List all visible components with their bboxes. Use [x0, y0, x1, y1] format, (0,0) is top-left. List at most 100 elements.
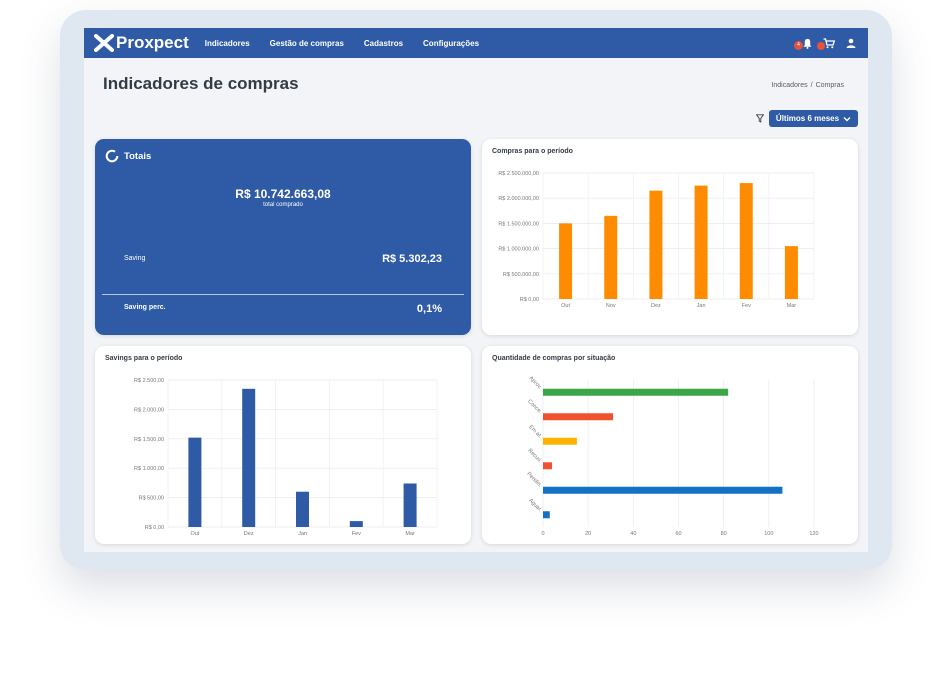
- savings-card: Savings para o período R$ 0,00 R$ 500,00 R…: [95, 346, 471, 544]
- bar-conce: [543, 413, 614, 421]
- situacao-chart-title: Quantidade de compras por situação: [492, 355, 616, 362]
- x-tick-label: 60: [675, 531, 681, 537]
- y-tick-label: R$ 2.000,00: [134, 407, 164, 413]
- y-tick-label: Em at.: [527, 424, 543, 440]
- saving-label: Saving: [124, 255, 146, 262]
- y-tick-label: R$ 2.500.000,00: [498, 171, 539, 177]
- nav-item-gestao-compras[interactable]: Gestão de compras: [269, 38, 344, 48]
- breadcrumb-separator: /: [810, 82, 813, 89]
- totals-header: Totais: [105, 149, 151, 163]
- saving-perc-value: 0,1%: [416, 303, 442, 315]
- bell-icon: [802, 38, 812, 49]
- bar-recus: [543, 462, 553, 470]
- x-tick-label: Dez: [244, 531, 254, 537]
- bar-aguar: [543, 511, 550, 519]
- compras-card: Compras para o período R$ 0,00 R$ 500.000…: [482, 139, 858, 335]
- totals-card: Totais R$ 10.742.663,08 total comprado S…: [95, 139, 471, 335]
- brand-logo[interactable]: Proxpect: [94, 33, 189, 53]
- bar-dez: [649, 190, 663, 299]
- period-dropdown-button[interactable]: Últimos 6 meses: [769, 110, 858, 127]
- period-dropdown-label: Últimos 6 meses: [775, 114, 840, 123]
- totals-title: Totais: [124, 150, 152, 162]
- bar-fev: [349, 521, 363, 527]
- x-tick-label: Dez: [651, 303, 661, 309]
- x-tick-label: 80: [721, 531, 727, 537]
- breadcrumb: Indicadores / Compras: [771, 82, 844, 89]
- y-tick-label: Aprov.: [528, 375, 544, 391]
- x-tick-label: Out: [190, 531, 199, 537]
- x-tick-label: Jan: [697, 303, 706, 309]
- y-tick-label: R$ 500.000,00: [503, 272, 539, 278]
- y-tick-label: R$ 2.000.000,00: [498, 196, 539, 202]
- y-tick-label: Pendin.: [525, 471, 543, 489]
- top-icons: 4: [792, 36, 858, 50]
- bar-fev: [739, 183, 753, 299]
- saving-perc-label: Saving perc.: [124, 304, 166, 311]
- bar-mar: [784, 246, 798, 299]
- y-tick-label: R$ 1.000.000,00: [498, 247, 539, 253]
- nav-item-configuracoes[interactable]: Configurações: [423, 38, 480, 48]
- bar-pendin: [543, 486, 783, 494]
- circle-notch-icon: [105, 149, 119, 163]
- x-tick-label: 100: [764, 531, 773, 537]
- cart-badge-dot: [817, 42, 825, 50]
- x-tick-label: Jan: [298, 531, 307, 537]
- filter-icon[interactable]: [756, 114, 764, 123]
- y-tick-label: R$ 2.500,00: [134, 378, 164, 384]
- y-tick-label: Conce.: [526, 399, 543, 416]
- compras-chart: R$ 0,00 R$ 500.000,00 R$ 1.000.000,00 R$ 1.…: [498, 171, 815, 309]
- main-nav: Indicadores Gestão de compras Cadastros …: [205, 39, 499, 48]
- bar-aprov: [543, 388, 729, 396]
- savings-chart-title: Savings para o período: [105, 355, 183, 362]
- y-tick-label: Aguar.: [527, 498, 543, 514]
- x-tick-label: 20: [585, 531, 591, 537]
- y-tick-label: R$ 0,00: [145, 525, 164, 531]
- x-tick-label: Out: [561, 303, 570, 309]
- x-tick-label: 40: [630, 531, 636, 537]
- savings-chart: R$ 0,00 R$ 500,00 R$ 1.000,00 R$ 1.500,00 R$…: [134, 378, 438, 537]
- total-purchased-label: total comprado: [263, 202, 303, 208]
- x-tick-label: Fev: [352, 531, 361, 537]
- nav-item-cadastros[interactable]: Cadastros: [363, 38, 404, 48]
- x-tick-label: 0: [541, 531, 544, 537]
- x-tick-label: Mar: [787, 303, 797, 309]
- y-tick-label: R$ 500,00: [139, 496, 164, 502]
- breadcrumb-item-indicadores[interactable]: Indicadores: [771, 82, 808, 89]
- user-icon: [846, 38, 856, 48]
- user-button[interactable]: [844, 36, 858, 50]
- bar-nov: [604, 215, 618, 299]
- cart-icon: [823, 37, 835, 48]
- notifications-button[interactable]: 4: [794, 36, 814, 50]
- breadcrumb-item-compras: Compras: [815, 82, 844, 89]
- situacao-chart: 0 20 40 60 80 100 120 Aprov. Conce. Em at. Recus. P…: [525, 375, 818, 537]
- app-screen: Proxpect Indicadores Gestão de compras C…: [84, 28, 868, 552]
- bar-out: [559, 223, 573, 299]
- page-title: Indicadores de compras: [103, 74, 299, 93]
- bar-out: [188, 437, 202, 527]
- x-tick-label: Nov: [606, 303, 616, 309]
- x-tick-label: Fev: [742, 303, 751, 309]
- brand-name: Proxpect: [116, 33, 189, 52]
- bar-jan: [694, 185, 708, 299]
- bar-dez: [242, 388, 256, 527]
- situacao-card: Quantidade de compras por situação 0 20 40…: [482, 346, 858, 544]
- y-tick-label: R$ 1.500.000,00: [498, 221, 539, 227]
- x-tick-label: 120: [809, 531, 818, 537]
- logo-x-icon: [94, 34, 114, 52]
- y-tick-label: R$ 1.000,00: [134, 466, 164, 472]
- saving-value: R$ 5.302,23: [382, 253, 442, 265]
- chevron-down-icon: [843, 116, 851, 121]
- top-navbar: Proxpect Indicadores Gestão de compras C…: [84, 28, 868, 58]
- total-purchased-value: R$ 10.742.663,08: [235, 187, 331, 201]
- cart-button[interactable]: [817, 36, 836, 50]
- nav-item-indicadores[interactable]: Indicadores: [204, 38, 250, 48]
- y-tick-label: R$ 1.500,00: [134, 437, 164, 443]
- y-tick-label: Recus.: [526, 448, 543, 465]
- notification-badge: 4: [794, 41, 803, 50]
- compras-chart-title: Compras para o período: [492, 148, 573, 155]
- bar-jan: [296, 491, 309, 527]
- totals-divider: [102, 294, 464, 295]
- x-tick-label: Mar: [405, 531, 415, 537]
- y-tick-label: R$ 0,00: [520, 297, 539, 303]
- bar-mar: [403, 483, 417, 527]
